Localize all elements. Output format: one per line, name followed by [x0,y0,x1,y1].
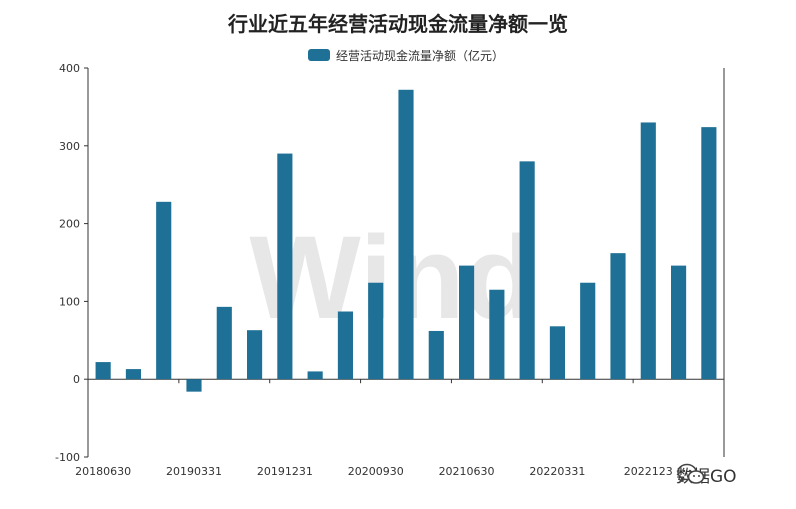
bar[interactable] [519,161,535,380]
bar[interactable] [459,265,475,380]
x-tick-label: 20220331 [529,465,585,478]
bar[interactable] [580,282,596,380]
wechat-icon [677,463,705,484]
y-tick-label: -100 [55,451,80,464]
bar[interactable] [216,306,232,380]
bar[interactable] [640,122,656,380]
x-tick-label: 20210630 [439,465,495,478]
bar[interactable] [247,330,263,380]
bar[interactable] [610,253,626,380]
bar[interactable] [337,311,353,380]
x-tick-label: 20191231 [257,465,313,478]
bars [95,89,717,392]
bar[interactable] [671,265,687,380]
watermark-brand: 数据GO [676,462,737,487]
bar[interactable] [95,362,111,380]
bar[interactable] [156,201,172,380]
x-tick-label: 20200930 [348,465,404,478]
bar[interactable] [398,89,414,380]
y-ticks: -100 0 100 200 300 400 [55,62,88,464]
bar[interactable] [125,369,141,380]
y-tick-label: 100 [59,295,80,308]
legend-label: 经营活动现金流量净额（亿元） [336,48,505,63]
chart-title: 行业近五年经营活动现金流量净额一览 [228,12,568,36]
wind-watermark: Wind [249,212,536,344]
x-tick-label: 20190331 [166,465,222,478]
bar[interactable] [307,371,323,380]
y-tick-label: 200 [59,218,80,231]
y-tick-label: 300 [59,140,80,153]
legend-swatch [308,49,330,61]
bar[interactable] [549,326,565,380]
bar[interactable] [186,379,202,392]
y-tick-label: 400 [59,62,80,75]
x-tick-label: 20180630 [75,465,131,478]
bar[interactable] [701,127,717,380]
legend[interactable]: 经营活动现金流量净额（亿元） [308,46,504,64]
bar[interactable] [428,330,444,380]
bar[interactable] [368,282,384,380]
x-tick-label: 2022123 [624,465,673,478]
y-tick-label: 0 [73,373,80,386]
bar[interactable] [277,153,293,380]
x-ticks: 20180630 20190331 20191231 20200930 20210630… [75,379,673,478]
bar[interactable] [489,289,505,380]
